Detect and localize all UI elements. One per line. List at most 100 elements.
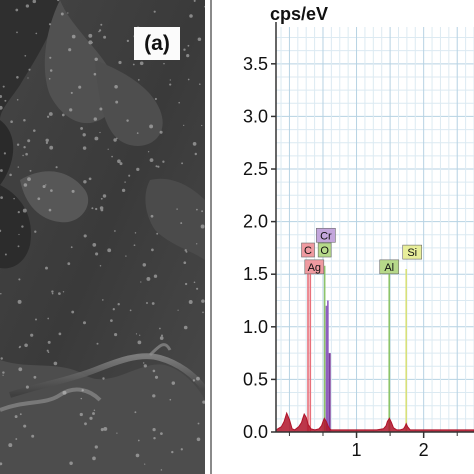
surface-particle [67,262,71,266]
surface-particle [139,334,141,336]
surface-particle [71,310,75,314]
surface-particle [28,68,31,71]
surface-particle [4,253,7,256]
surface-particle [183,124,185,127]
surface-particle [116,432,118,434]
surface-particle [196,376,200,381]
surface-particle [32,0,37,4]
surface-particle [152,369,156,373]
surface-particle [154,97,157,101]
surface-particle [160,432,163,435]
surface-particle [92,412,95,415]
surface-particle [136,167,140,172]
surface-particle [3,152,6,155]
surface-particle [125,255,127,257]
surface-particle [196,208,198,211]
surface-particle [135,453,140,458]
surface-particle [139,61,144,66]
surface-particle [16,76,19,79]
surface-particle [100,428,104,432]
surface-particle [49,56,52,59]
surface-particle [51,292,54,295]
surface-particle [95,207,98,211]
surface-particle [196,243,198,245]
element-label-text: Al [384,262,394,274]
surface-particle [161,334,163,337]
surface-particle [181,162,184,165]
spectrum [275,411,474,433]
surface-particle [183,261,187,265]
surface-particle [171,381,176,385]
surface-particle [192,379,196,382]
surface-particle [70,91,73,94]
surface-particle [94,136,99,141]
y-tick-label: 1.5 [243,264,268,284]
surface-particle [134,232,137,234]
surface-particle [136,132,139,134]
surface-particle [151,248,154,252]
surface-particle [187,44,190,47]
surface-particle [22,208,27,213]
surface-particle [159,130,163,134]
surface-particle [16,99,19,101]
surface-particle [0,357,3,360]
element-label-box [379,259,400,275]
surface-particle [176,208,178,210]
surface-particle [194,152,198,156]
surface-particle [61,113,65,117]
y-tick-label: 2.5 [243,159,268,179]
surface-particle [79,412,83,417]
surface-particle [169,79,171,81]
surface-particle [114,85,118,89]
element-label-text: C [304,245,312,257]
grid [276,27,474,433]
surface-particle [197,37,202,42]
surface-particle [151,302,155,305]
surface-particle [162,160,165,163]
surface-particle [19,345,22,348]
surface-particle [186,54,190,58]
surface-particle [2,374,4,376]
surface-particle [137,340,142,345]
surface-particle [118,60,122,65]
surface-particle [103,426,108,431]
element-labels: C Ag O Cr Al Si [301,227,423,275]
surface-particle [171,450,174,454]
surface-particle [37,197,41,201]
surface-particle [34,230,37,233]
surface-particle [18,233,20,236]
y-tick-label: 1.0 [243,317,268,337]
surface-particle [22,154,24,157]
surface-particle [114,230,116,232]
surface-particle [15,438,18,440]
surface-particle [0,292,2,295]
surface-particle [0,105,3,110]
surface-particle [48,77,51,80]
surface-particle [31,434,35,438]
surface-particle [155,165,158,168]
surface-particle [13,197,15,200]
surface-particle [192,142,197,146]
surface-particle [82,133,86,137]
axes: 0.0 0.5 1.0 1.5 2.0 2.5 3.0 3.5 1 2 [243,22,474,460]
surface-particle [48,23,52,26]
surface-particle [146,302,148,304]
sem-micrograph-image [0,0,205,474]
surface-particle [153,10,156,13]
surface-particle [88,40,93,45]
surface-particle [25,385,29,389]
surface-particle [146,276,151,281]
element-label-ag: Ag [304,259,325,275]
surface-particle [163,62,165,65]
surface-particle [124,181,126,183]
surface-particle [4,99,7,102]
surface-particle [47,351,50,353]
surface-particle [82,321,87,325]
surface-particle [69,461,73,466]
surface-particle [51,290,54,293]
surface-particle [102,299,104,301]
surface-particle [10,120,13,123]
surface-particle [121,188,126,193]
element-label-al: Al [379,259,400,275]
surface-particle [100,23,103,26]
